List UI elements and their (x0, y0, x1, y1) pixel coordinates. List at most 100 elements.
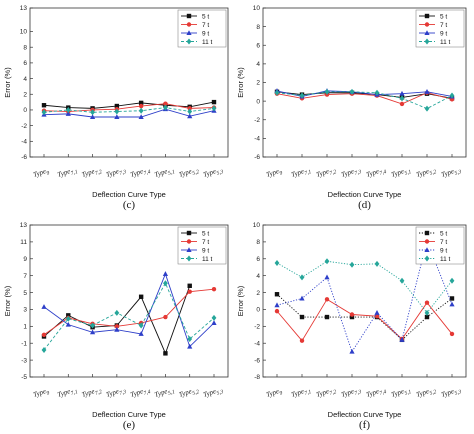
y-tick-label: 9 (23, 256, 27, 263)
legend-marker (424, 247, 430, 252)
legend-marker (424, 13, 430, 19)
panel-label: (d) (358, 199, 371, 211)
legend-marker (186, 30, 192, 35)
x-tick-label: Type5,3 (440, 385, 462, 401)
data-point (211, 320, 217, 325)
data-point (274, 308, 280, 314)
legend-label: 11 t (440, 39, 451, 46)
series-line-2 (276, 239, 453, 353)
data-point (114, 103, 120, 109)
data-point (324, 258, 330, 265)
x-tick-label: Type7,4 (365, 165, 387, 181)
x-tick-label: Type9 (265, 166, 283, 181)
legend-label: 7 t (202, 239, 209, 246)
x-tick-label: Type5,1 (390, 385, 412, 401)
data-point (65, 106, 71, 113)
y-tick-label: -8 (254, 374, 260, 381)
y-tick-label: -6 (254, 357, 260, 364)
legend-label: 9 t (440, 247, 447, 254)
legend-label: 7 t (440, 239, 447, 246)
data-point (163, 280, 168, 287)
legend-marker (424, 255, 430, 262)
plot-frame (29, 224, 229, 378)
data-point (89, 329, 96, 335)
legend-label: 7 t (440, 22, 447, 29)
data-point (187, 289, 192, 294)
legend-marker (424, 230, 430, 236)
legend-label: 11 t (202, 256, 213, 263)
data-point (349, 261, 355, 268)
x-tick-label: Type5,1 (154, 385, 176, 401)
data-point (41, 304, 47, 309)
data-point (41, 332, 47, 337)
x-tick-label: Type7,4 (365, 385, 387, 401)
legend-marker (186, 38, 192, 45)
legend-label: 11 t (202, 39, 213, 46)
x-tick-label: Type5,2 (415, 165, 437, 181)
data-point (274, 89, 280, 96)
legend-label: 5 t (202, 13, 209, 20)
data-point (324, 88, 330, 95)
x-tick-label: Type7,3 (340, 165, 362, 181)
data-point (163, 101, 168, 106)
legend-marker (186, 247, 192, 252)
y-tick-label: -2 (254, 324, 260, 331)
legend-label: 9 t (202, 247, 209, 254)
x-tick-label: Type7,2 (81, 165, 103, 181)
x-tick-label: Type5,1 (154, 165, 176, 181)
legend-marker (186, 22, 192, 27)
y-tick-label: 11 (20, 239, 27, 246)
y-tick-label: 10 (20, 29, 28, 36)
legend-marker (186, 255, 192, 262)
y-tick-label: -2 (254, 117, 260, 124)
plot-frame (29, 7, 229, 158)
series-line-3 (276, 260, 453, 314)
legend: 5 t 7 t9 t 11 t (415, 226, 465, 265)
y-tick-label: -6 (254, 154, 260, 161)
series-line-0 (43, 101, 215, 109)
data-point (349, 348, 355, 354)
data-point (424, 300, 430, 305)
y-tick-label: 6 (256, 42, 260, 49)
data-point (138, 294, 144, 299)
x-tick-label: Type7,1 (290, 385, 312, 401)
data-point (114, 326, 120, 332)
x-tick-label: Type7,4 (129, 165, 151, 181)
y-tick-label: 0 (256, 98, 260, 105)
legend-label: 5 t (440, 230, 447, 237)
y-tick-label: -4 (21, 139, 27, 146)
data-point (299, 92, 305, 99)
y-tick-label: -5 (21, 374, 27, 381)
x-tick-label: Type9 (32, 386, 50, 401)
plot-frame (262, 224, 467, 378)
legend-label: 5 t (440, 13, 447, 20)
data-point (211, 286, 217, 292)
legend-marker (186, 230, 192, 236)
data-point (399, 90, 405, 96)
y-tick-label: 1 (23, 324, 27, 331)
data-point (374, 260, 380, 267)
data-point (399, 95, 405, 102)
data-point (187, 283, 192, 288)
data-point (187, 113, 193, 119)
data-point (299, 338, 305, 343)
data-point (299, 295, 305, 301)
y-tick-label: 2 (256, 290, 260, 297)
x-tick-label: Type7,3 (105, 165, 127, 181)
legend-marker (424, 30, 430, 35)
x-tick-label: Type7,1 (290, 165, 312, 181)
y-tick-label: 4 (256, 273, 260, 280)
data-point (187, 106, 192, 111)
series-line-3 (43, 282, 215, 351)
data-point (449, 277, 455, 284)
series-line-1 (276, 92, 453, 105)
y-tick-label: 0 (256, 307, 260, 314)
x-tick-label: Type7,2 (315, 385, 337, 401)
data-point (138, 100, 144, 106)
data-point (374, 314, 380, 319)
data-point (187, 108, 193, 115)
series-line-2 (276, 90, 453, 97)
y-axis-label: Error (%) (3, 285, 12, 316)
x-tick-label: Type7,4 (129, 385, 151, 401)
